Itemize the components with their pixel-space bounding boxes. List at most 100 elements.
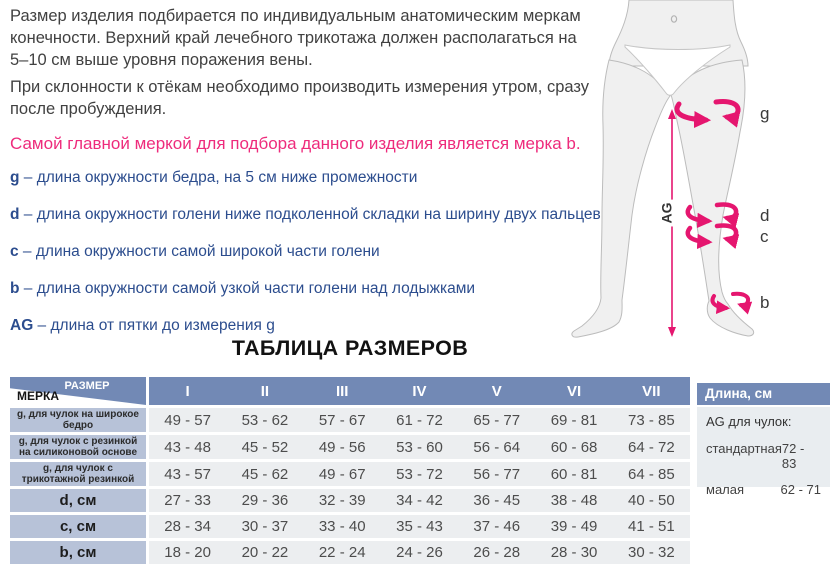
size-cell: 28 - 34 (164, 518, 211, 535)
size-cell: 18 - 20 (164, 544, 211, 561)
measurement-def-g: g – длина окружности бедра, на 5 см ниже… (10, 168, 640, 205)
length-row-label: малая (706, 482, 745, 497)
size-cell: 24 - 26 (396, 544, 443, 561)
length-panel-body: AG для чулок: стандартная 72 - 83 малая 62 … (697, 407, 830, 497)
measurement-key-g: g (10, 169, 20, 186)
g-diagram-label: g (760, 104, 769, 123)
row-label: g, для чулок с трикотажной резинкой (10, 462, 146, 486)
measurement-def-d: d – длина окружности голени ниже подколе… (10, 205, 640, 242)
measurement-text: – длина окружности бедра, на 5 см ниже п… (19, 169, 418, 186)
left-leg-shape (571, 59, 671, 338)
row-label: d, см (10, 489, 146, 512)
right-leg-shape (670, 59, 755, 337)
size-cell: 49 - 56 (318, 438, 366, 456)
g-arrow-icon (674, 99, 741, 129)
row-values: 27 - 33 29 - 36 32 - 39 34 - 42 36 - 45 38 - … (149, 489, 690, 512)
size-cell: 61 - 72 (396, 411, 443, 429)
measurement-text: – длина окружности самой узкой части гол… (19, 280, 476, 297)
c-arrow-icon (685, 223, 740, 250)
size-column-header-vi: VI (566, 382, 582, 400)
size-cell: 43 - 57 (164, 465, 211, 483)
measurement-key-c: c (10, 243, 19, 260)
legs-silhouette (571, 0, 755, 338)
length-row-малая: малая 62 - 71 (706, 482, 821, 497)
size-column-header-vii: VII (642, 382, 661, 400)
size-cell: 65 - 77 (473, 411, 521, 429)
size-column-header-ii: II (260, 382, 270, 400)
size-cell: 56 - 77 (473, 465, 521, 483)
size-cell: 33 - 40 (318, 518, 366, 535)
ag-diagram-label: AG (659, 202, 675, 223)
b-diagram-label: b (760, 293, 769, 312)
size-cell: 35 - 43 (396, 518, 443, 535)
intro-paragraph-1: Размер изделия подбирается по индивидуал… (10, 7, 581, 69)
corner-header-cell: РАЗМЕР МЕРКА (10, 377, 146, 405)
row-values: 28 - 34 30 - 37 33 - 40 35 - 43 37 - 46 39 - … (149, 515, 690, 538)
size-table-row: d, см 27 - 33 29 - 36 32 - 39 34 - 42 36 - 45… (10, 489, 690, 512)
row-label: b, см (10, 541, 146, 564)
row-values: 49 - 57 53 - 62 57 - 67 61 - 72 65 - 77 69 - … (149, 408, 690, 432)
size-cell: 53 - 62 (241, 411, 289, 429)
corner-label-measure: МЕРКА (17, 389, 59, 403)
length-row-value: 62 - 71 (780, 482, 821, 497)
measurement-text: – длина окружности голени ниже подколенн… (19, 206, 601, 223)
size-cell: 60 - 68 (550, 438, 598, 456)
size-table-row: g, для чулок с трикотажной резинкой 43 - … (10, 462, 690, 486)
corner-label-size: РАЗМЕР (64, 380, 110, 392)
size-cell: 28 - 30 (550, 544, 598, 561)
length-panel-subtitle: AG для чулок: (706, 414, 792, 429)
size-cell: 22 - 24 (318, 544, 366, 561)
size-cell: 29 - 36 (241, 492, 289, 509)
leg-measurement-diagram: AG g d c b (571, 0, 769, 338)
size-cell: 49 - 57 (164, 411, 211, 429)
size-table: РАЗМЕР МЕРКА I II III IV V VI VII g, для чулок… (10, 377, 690, 567)
ag-arrowhead-top (668, 109, 676, 119)
row-label: g, для чулок на широкое бедро (10, 408, 146, 432)
size-cell: 27 - 33 (164, 492, 211, 509)
measurement-key-d: d (10, 206, 20, 223)
length-row-value: 72 - 83 (781, 440, 805, 471)
length-panel-header: Длина, см (697, 383, 830, 405)
size-cell: 45 - 62 (241, 465, 289, 483)
size-table-row: g, для чулок с резинкой на силиконовой о… (10, 435, 690, 459)
size-cell: 43 - 48 (164, 438, 211, 456)
size-cell: 69 - 81 (550, 411, 598, 429)
size-cell: 73 - 85 (627, 411, 675, 429)
size-cell: 30 - 37 (241, 518, 289, 535)
size-cell: 64 - 72 (627, 438, 675, 456)
size-column-header-v: V (491, 382, 502, 400)
size-cell: 26 - 28 (473, 544, 521, 561)
measurement-key-b: b (10, 280, 20, 297)
size-cell: 56 - 64 (473, 438, 521, 456)
row-label: c, см (10, 515, 146, 538)
length-row-стандартная: стандартная 72 - 83 (706, 441, 821, 471)
size-column-header-i: I (185, 382, 190, 400)
size-cell: 34 - 42 (396, 492, 443, 509)
size-cell: 40 - 50 (627, 492, 675, 509)
d-arrow-icon (685, 202, 740, 229)
d-diagram-label: d (760, 206, 769, 225)
size-cell: 57 - 67 (318, 411, 366, 429)
size-cell: 45 - 52 (241, 438, 289, 456)
size-column-headers: I II III IV V VI VII (149, 377, 690, 405)
size-cell: 41 - 51 (627, 518, 675, 535)
length-row-label: стандартная (706, 440, 782, 456)
measurement-arrows (668, 99, 753, 337)
measurement-text: – длина окружности самой широкой части г… (18, 243, 380, 260)
size-cell: 30 - 32 (627, 544, 675, 561)
size-column-header-iv: IV (412, 382, 427, 400)
size-cell: 49 - 67 (318, 465, 366, 483)
size-table-row: g, для чулок на широкое бедро 49 - 57 53 -… (10, 408, 690, 432)
panties-shape (624, 44, 731, 96)
length-panel: Длина, см AG для чулок: стандартная 72 - … (697, 383, 830, 497)
row-values: 43 - 57 45 - 62 49 - 67 53 - 72 56 - 77 60 - … (149, 462, 690, 486)
ag-arrowhead-bottom (668, 327, 676, 337)
size-cell: 32 - 39 (318, 492, 366, 509)
size-cell: 60 - 81 (550, 465, 598, 483)
navel-dot (670, 15, 678, 23)
size-column-header-iii: III (335, 382, 349, 400)
size-table-header-row: РАЗМЕР МЕРКА I II III IV V VI VII (10, 377, 690, 405)
measurement-key-ag: AG (10, 317, 34, 334)
b-arrow-icon (710, 291, 753, 315)
